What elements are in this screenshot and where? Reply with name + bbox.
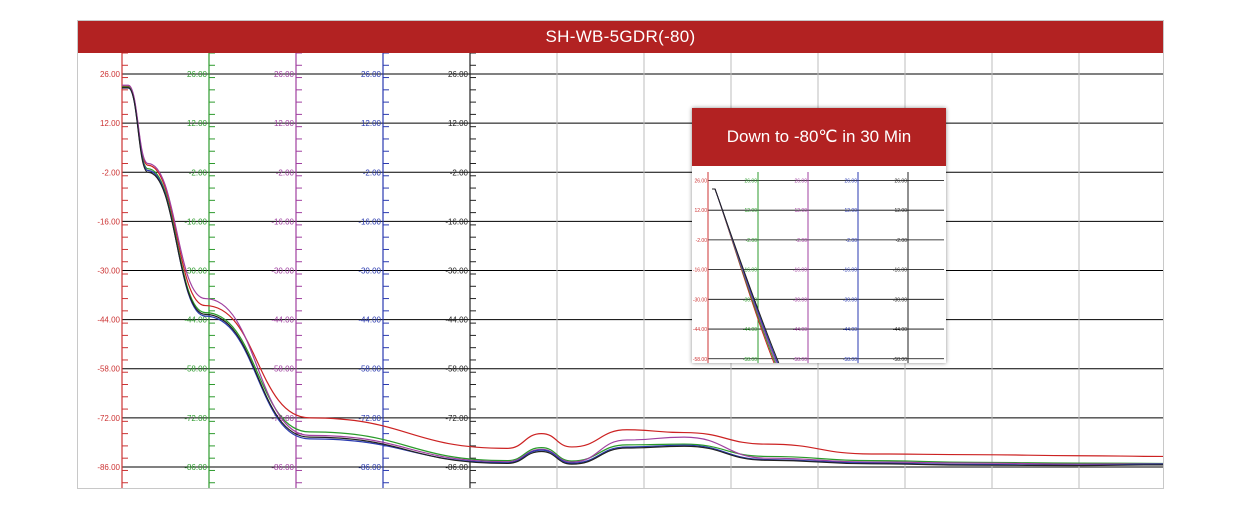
main-chart-svg: 26.00 12.00 -2.00 -16.00 -30.00 -44.00 -58.00 -… [97,52,1163,488]
inset-tick-label: -44.00 [843,327,857,333]
axis-3-tick-label: -2.00 [276,168,295,177]
axis-3-tick-label: -30.00 [271,267,294,276]
axis-5-tick-label: -16.00 [445,217,468,226]
inset-tick-label: 12.00 [694,208,707,214]
series-line-3 [122,84,1163,465]
axis-1-tick-label: -72.00 [97,414,120,423]
inset-tick-label: -58.00 [843,357,857,363]
axis-3-tick-label: 26.00 [274,70,295,79]
axis-2-tick-label: 12.00 [187,119,208,128]
inset-tick-label: -58.00 [743,357,757,363]
inset-tick-label: -30.00 [893,297,907,303]
axis-5-tick-label: -72.00 [445,414,468,423]
inset-tick-label: -2.00 [896,238,908,244]
axis-5-tick-label: -30.00 [445,267,468,276]
axis-5-tick-label: -58.00 [445,365,468,374]
inset-chart-svg: 26.00 12.00 -2.00 -16.00 -30.00 -44.00 -58.00 2… [693,172,944,363]
inset-series-line-3 [712,188,777,363]
inset-tick-label: -58.00 [793,357,807,363]
axis-4-tick-label: -72.00 [358,414,381,423]
axis-2-tick-label: 26.00 [187,70,208,79]
axis-4-tick-label: -86.00 [358,463,381,472]
axis-1-tick-label: 12.00 [100,119,121,128]
axis-3-tick-label: 12.00 [274,119,295,128]
inset-title: Down to -80℃ in 30 Min [692,108,946,166]
inset-tick-label: -30.00 [843,297,857,303]
inset-tick-label: -2.00 [746,238,758,244]
axis-1-tick-label: -16.00 [97,217,120,226]
axis-4-tick-label: 26.00 [361,70,382,79]
inset-tick-label: -44.00 [793,327,807,333]
axis-3-tick-label: -86.00 [271,463,294,472]
axis-5-tick-label: -2.00 [450,168,469,177]
axis-4-tick-label: -30.00 [358,267,381,276]
axis-5-tick-label: 12.00 [448,119,469,128]
axis-5-tick-label: -86.00 [445,463,468,472]
inset-tick-label: 12.00 [844,208,857,214]
inset-panel: Down to -80℃ in 30 Min 26.00 12.00 -2.00 -1… [692,108,946,363]
axis-1-tick-label: -30.00 [97,267,120,276]
inset-tick-label: -16.00 [743,268,757,274]
axis-3-tick-label: -44.00 [271,316,294,325]
inset-tick-label: -2.00 [696,238,708,244]
inset-tick-label: -30.00 [743,297,757,303]
chart-title: SH-WB-5GDR(-80) [78,21,1163,53]
axis-2-tick-label: -86.00 [184,463,207,472]
inset-series-line-1 [712,188,775,363]
axis-2-tick-label: -2.00 [189,168,208,177]
series-line-1 [121,85,1163,458]
inset-series-line-4 [712,188,779,363]
axis-4-tick-label: -2.00 [363,168,382,177]
axis-3-tick-label: -16.00 [271,217,294,226]
inset-series-line-5 [712,188,780,363]
inset-tick-label: -44.00 [693,327,707,333]
inset-tick-label: -44.00 [743,327,757,333]
axis-2-tick-label: -72.00 [184,414,207,423]
inset-tick-label: -58.00 [693,357,707,363]
inset-tick-label: 26.00 [794,178,807,184]
inset-tick-label: 26.00 [744,178,757,184]
inset-tick-label: -2.00 [846,238,858,244]
series-line-4 [122,87,1163,466]
inset-tick-label: -16.00 [893,268,907,274]
inset-tick-label: -30.00 [693,297,707,303]
axis-1-tick-label: -2.00 [102,168,121,177]
axis-2-tick-label: -16.00 [184,217,207,226]
inset-tick-label: -16.00 [693,268,707,274]
inset-tick-label: 12.00 [794,208,807,214]
inset-tick-label: -16.00 [843,268,857,274]
axis-5-tick-label: -44.00 [445,316,468,325]
axis-1-tick-label: -58.00 [97,365,120,374]
inset-tick-label: -58.00 [893,357,907,363]
axis-2-tick-label: -30.00 [184,267,207,276]
inset-tick-label: 26.00 [894,178,907,184]
inset-tick-label: 26.00 [844,178,857,184]
inset-tick-label: 12.00 [744,208,757,214]
inset-tick-label: -16.00 [793,268,807,274]
chart-frame: 26.00 12.00 -2.00 -16.00 -30.00 -44.00 -58.00 -… [77,20,1164,489]
inset-tick-label: -44.00 [893,327,907,333]
inset-tick-label: 26.00 [694,178,707,184]
series-line-5 [121,87,1163,467]
axis-1-tick-label: -86.00 [97,463,120,472]
inset-tick-label: -30.00 [793,297,807,303]
inset-tick-label: -2.00 [796,238,808,244]
axis-1-tick-label: -44.00 [97,316,120,325]
axis-2-tick-label: -58.00 [184,365,207,374]
inset-tick-label: 12.00 [894,208,907,214]
axis-5-tick-label: 26.00 [448,70,469,79]
axis-3-tick-label: -58.00 [271,365,294,374]
axis-4-tick-label: 12.00 [361,119,382,128]
axis-1-tick-label: 26.00 [100,70,121,79]
axis-4-tick-label: -16.00 [358,217,381,226]
axis-2-tick-label: -44.00 [184,316,207,325]
axis-4-tick-label: -44.00 [358,316,381,325]
axis-4-tick-label: -58.00 [358,365,381,374]
